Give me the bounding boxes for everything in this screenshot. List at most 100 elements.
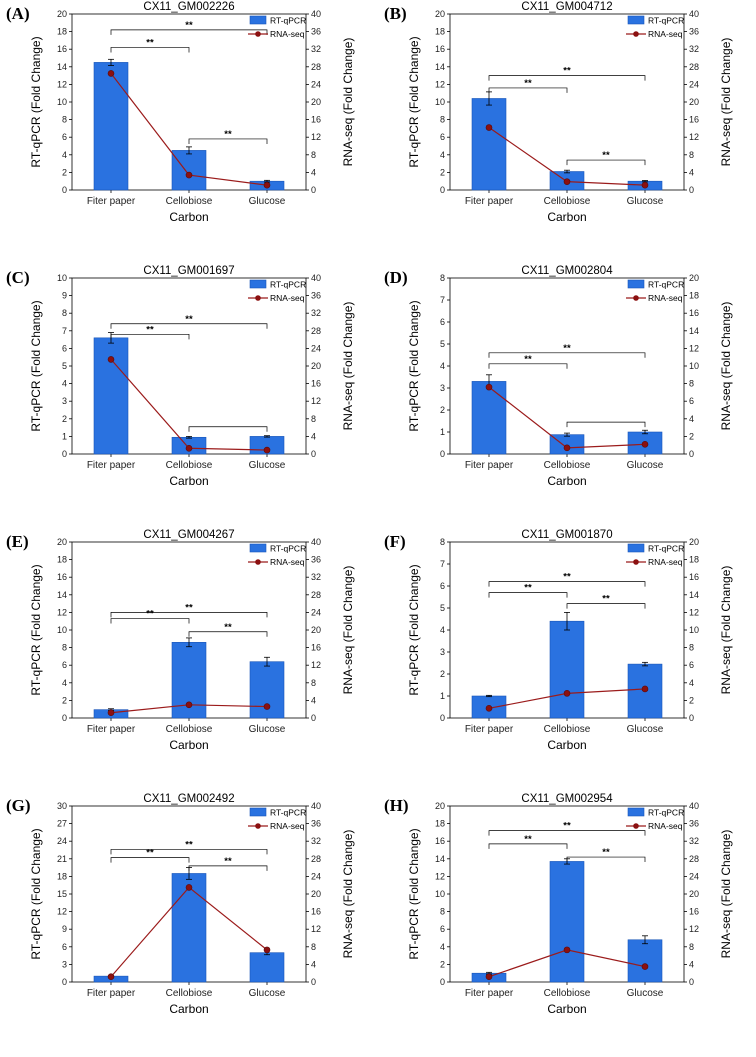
significance-label: ** [563,572,571,583]
legend-marker-rnaseq [633,559,639,565]
legend-marker-rnaseq [255,295,261,301]
y2-tick-label: 40 [311,9,321,19]
legend-label: RNA-seq [270,821,305,831]
significance-bracket [488,75,646,81]
panel-letter: (B) [384,4,407,23]
y-tick-label: 12 [57,79,67,89]
panel-letter: (C) [6,268,30,287]
y-tick-label: 14 [57,590,67,600]
x-tick-label: Cellobiose [166,460,213,471]
x-tick-label: Fiter paper [465,196,514,207]
rnaseq-point [641,685,649,693]
y2-tick-label: 8 [689,379,694,389]
x-tick-label: Glucose [249,460,286,471]
y-tick-label: 5 [440,339,445,349]
y-axis-label: RT-qPCR (Fold Change) [29,36,43,167]
y-tick-label: 6 [440,581,445,591]
y-tick-label: 14 [435,854,445,864]
legend-swatch-rtqpcr [249,807,267,817]
x-tick-label: Glucose [627,988,664,999]
rnaseq-point [185,444,193,452]
y-tick-label: 4 [62,150,67,160]
significance-label: ** [563,343,571,354]
rnaseq-point [641,963,649,970]
y2-tick-label: 0 [689,977,694,987]
chart-panel-a: (A) CX11_GM002226 0 2 4 6 8 10 12 14 16 18 20 0 4 8 12 1… [0,0,378,264]
significance-bracket [566,603,646,609]
y2-tick-label: 24 [311,871,321,881]
y2-tick-label: 14 [689,590,699,600]
y2-tick-label: 18 [689,555,699,565]
y-tick-label: 6 [62,942,67,952]
legend-label: RNA-seq [648,557,683,567]
y-tick-label: 8 [440,907,445,917]
significance-bracket [488,830,646,836]
significance-bracket [188,426,268,432]
y-tick-label: 0 [440,977,445,987]
chart-panel-b: (B) CX11_GM004712 0 2 4 6 8 10 12 14 16 18 20 0 4 8 12 1… [378,0,756,264]
y-tick-label: 3 [440,383,445,393]
significance-bracket [110,333,190,340]
y-tick-label: 6 [440,924,445,934]
y2-tick-label: 0 [689,713,694,723]
x-axis-label: Carbon [169,474,208,488]
y-tick-label: 4 [440,361,445,371]
y-tick-label: 5 [440,603,445,613]
y2-tick-label: 18 [689,291,699,301]
legend-label: RNA-seq [648,821,683,831]
x-tick-label: Glucose [627,460,664,471]
rnaseq-point [107,356,115,363]
x-axis-label: Carbon [169,210,208,224]
significance-label: ** [524,834,532,845]
y2-tick-label: 28 [311,62,321,72]
significance-label: ** [224,856,232,867]
y-tick-label: 4 [440,625,445,635]
significance-bracket [110,618,190,624]
x-tick-label: Cellobiose [544,196,591,207]
chart-panel-g: (G) CX11_GM002492 0 3 6 9 12 15 18 21 24 27 30 0 4 8 12… [0,792,378,1056]
y2-tick-label: 8 [689,150,694,160]
y2-tick-label: 12 [311,660,321,670]
y-tick-label: 3 [62,396,67,406]
chart-title: CX11_GM002492 [143,793,234,805]
y-tick-label: 16 [57,44,67,54]
y-tick-label: 0 [440,449,445,459]
y2-tick-label: 0 [311,449,316,459]
significance-bracket [488,87,568,93]
y2-tick-label: 40 [689,801,699,811]
y-tick-label: 14 [435,62,445,72]
y2-tick-label: 28 [689,62,699,72]
x-tick-label: Cellobiose [166,988,213,999]
y-tick-label: 1 [62,431,67,441]
significance-bracket [488,843,568,849]
y-tick-label: 0 [440,713,445,723]
y2-tick-label: 40 [311,801,321,811]
y-tick-label: 6 [62,132,67,142]
legend-swatch-rtqpcr [249,543,267,553]
rnaseq-point [263,181,271,189]
significance-label: ** [185,839,193,850]
y-axis-label: RT-qPCR (Fold Change) [407,828,421,959]
chart-panel-h: (H) CX11_GM002954 0 2 4 6 8 10 12 14 16 18 20 0 4 8 12 1… [378,792,756,1056]
legend-label: RNA-seq [648,29,683,39]
chart-title: CX11_GM002804 [521,265,613,277]
y-tick-label: 7 [440,295,445,305]
y2-tick-label: 12 [689,343,699,353]
chart-a: CX11_GM002226024681012141618200481216202… [29,1,355,224]
y-tick-label: 30 [57,801,67,811]
significance-bracket [566,421,646,428]
chart-title: CX11_GM001870 [521,529,612,541]
x-tick-label: Fiter paper [465,724,514,735]
y-tick-label: 0 [440,185,445,195]
y-tick-label: 6 [440,132,445,142]
y-axis-label: RT-qPCR (Fold Change) [407,36,421,167]
y-tick-label: 2 [440,959,445,969]
x-tick-label: Cellobiose [544,988,591,999]
significance-label: ** [524,354,532,365]
legend-label: RT-qPCR [648,544,684,554]
legend-marker-rnaseq [633,31,639,37]
y2-tick-label: 0 [311,185,316,195]
y-tick-label: 18 [57,555,67,565]
x-axis-label: Carbon [547,738,586,752]
y2-tick-label: 4 [311,167,316,177]
